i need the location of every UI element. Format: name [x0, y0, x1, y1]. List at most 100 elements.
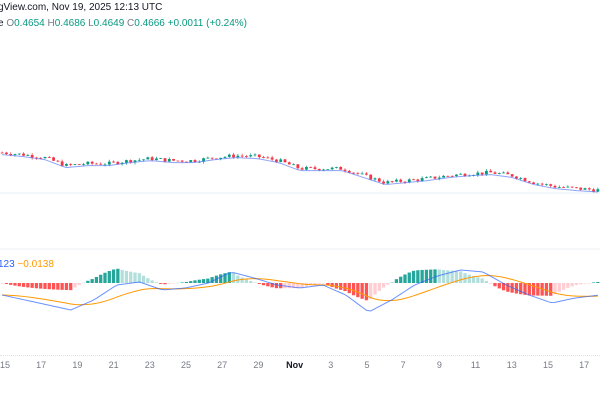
candle-body: [236, 155, 240, 158]
candle-body: [116, 161, 120, 165]
macd-histogram-bar: [394, 279, 399, 283]
low-value: 0.4649: [93, 18, 125, 29]
candle-body: [253, 154, 257, 156]
candle-body: [476, 172, 480, 176]
signal-line: [2, 274, 598, 306]
macd-histogram-bar: [129, 271, 133, 283]
macd-histogram-bar: [124, 270, 129, 283]
macd-histogram-bar: [219, 274, 223, 283]
candle-body: [30, 154, 34, 158]
candles: [0, 151, 600, 193]
x-tick-label: 25: [180, 360, 192, 370]
candle-body: [103, 164, 107, 166]
candle-body: [262, 157, 265, 158]
macd-histogram-bar: [429, 269, 433, 283]
macd-histogram-bar: [407, 272, 411, 283]
candle-body: [275, 159, 278, 162]
candle-body: [0, 152, 4, 154]
candle-body: [519, 178, 523, 179]
candle-body: [52, 157, 55, 161]
macd-value: 123: [0, 259, 15, 270]
candle-body: [322, 169, 325, 171]
candle-body: [206, 157, 210, 159]
x-tick-label: 13: [506, 360, 517, 370]
price-and-macd-chart[interactable]: [0, 0, 600, 355]
macd-histogram-bar: [489, 283, 493, 284]
macd-histogram-bar: [450, 270, 454, 283]
candle-body: [373, 178, 377, 180]
x-tick-label: 15: [0, 360, 11, 370]
macd-histogram-bar: [150, 280, 154, 283]
candle-body: [13, 154, 17, 156]
macd-histogram-bar: [56, 283, 60, 290]
moving-average-line: [2, 154, 598, 193]
x-tick-label: 11: [470, 360, 481, 370]
candle-body: [125, 160, 128, 163]
candle-body: [347, 170, 351, 173]
macd-histogram-bar: [339, 283, 343, 290]
macd-histogram-bar: [587, 283, 591, 284]
macd-histogram-bar: [9, 283, 13, 285]
macd-histogram-bar: [506, 283, 510, 292]
candle-body: [73, 164, 77, 165]
candle-body: [493, 172, 497, 174]
macd-histogram-bar: [146, 278, 150, 283]
candle-body: [510, 174, 514, 177]
candle-body: [257, 154, 261, 158]
candle-body: [305, 166, 308, 170]
candle-body: [416, 179, 420, 181]
candle-body: [485, 170, 488, 175]
macd-histogram-bar: [90, 279, 94, 283]
candle-body: [107, 161, 111, 165]
candle-body: [587, 188, 591, 190]
macd-histogram-bar: [60, 283, 64, 290]
macd-histogram-bar: [446, 270, 450, 283]
candle-body: [279, 159, 283, 162]
candle-body: [579, 187, 583, 190]
candle-body: [583, 188, 587, 190]
candle-body: [390, 181, 394, 182]
macd-histogram-bar: [116, 268, 120, 283]
candle-body: [356, 172, 360, 174]
macd-histogram-bar: [227, 272, 231, 283]
macd-histogram-bar: [171, 283, 176, 284]
candle-body: [403, 181, 407, 183]
candle-body: [429, 176, 433, 178]
low-label: L: [88, 18, 94, 29]
macd-histogram-bar: [377, 283, 381, 291]
x-tick-label: 27: [217, 360, 228, 370]
candle-body: [86, 161, 90, 165]
candle-body: [159, 158, 163, 159]
candle-body: [296, 164, 300, 169]
macd-histogram-bar: [493, 283, 497, 287]
candle-body: [545, 184, 548, 186]
candle-body: [425, 177, 428, 179]
macd-histogram-bar: [343, 283, 347, 292]
high-label: H: [47, 18, 55, 29]
candle-body: [219, 157, 223, 160]
macd-histogram-bar: [159, 283, 163, 284]
candle-body: [562, 187, 565, 188]
candle-body: [532, 182, 535, 184]
candle-body: [459, 173, 463, 175]
candle-body: [343, 169, 347, 171]
macd-histogram-bar: [4, 283, 9, 284]
macd-histogram-bar: [167, 283, 171, 284]
macd-histogram-bar: [441, 269, 446, 283]
macd-histogram-bar: [497, 283, 501, 289]
macd-histogram-bar: [484, 280, 489, 283]
candle-body: [497, 173, 501, 174]
macd-histogram-bar: [244, 279, 249, 283]
candle-body: [266, 157, 270, 159]
macd-histogram-bar: [236, 275, 240, 283]
candle-body: [369, 174, 373, 180]
macd-line: [2, 269, 598, 312]
macd-histogram-bar: [527, 283, 531, 296]
candle-body: [82, 164, 85, 166]
candle-body: [407, 179, 411, 183]
candle-body: [437, 177, 441, 179]
candle-body: [185, 161, 188, 163]
macd-histogram-bar: [536, 283, 540, 296]
macd-histogram-bar: [561, 283, 566, 290]
macd-histogram-bar: [21, 283, 26, 287]
